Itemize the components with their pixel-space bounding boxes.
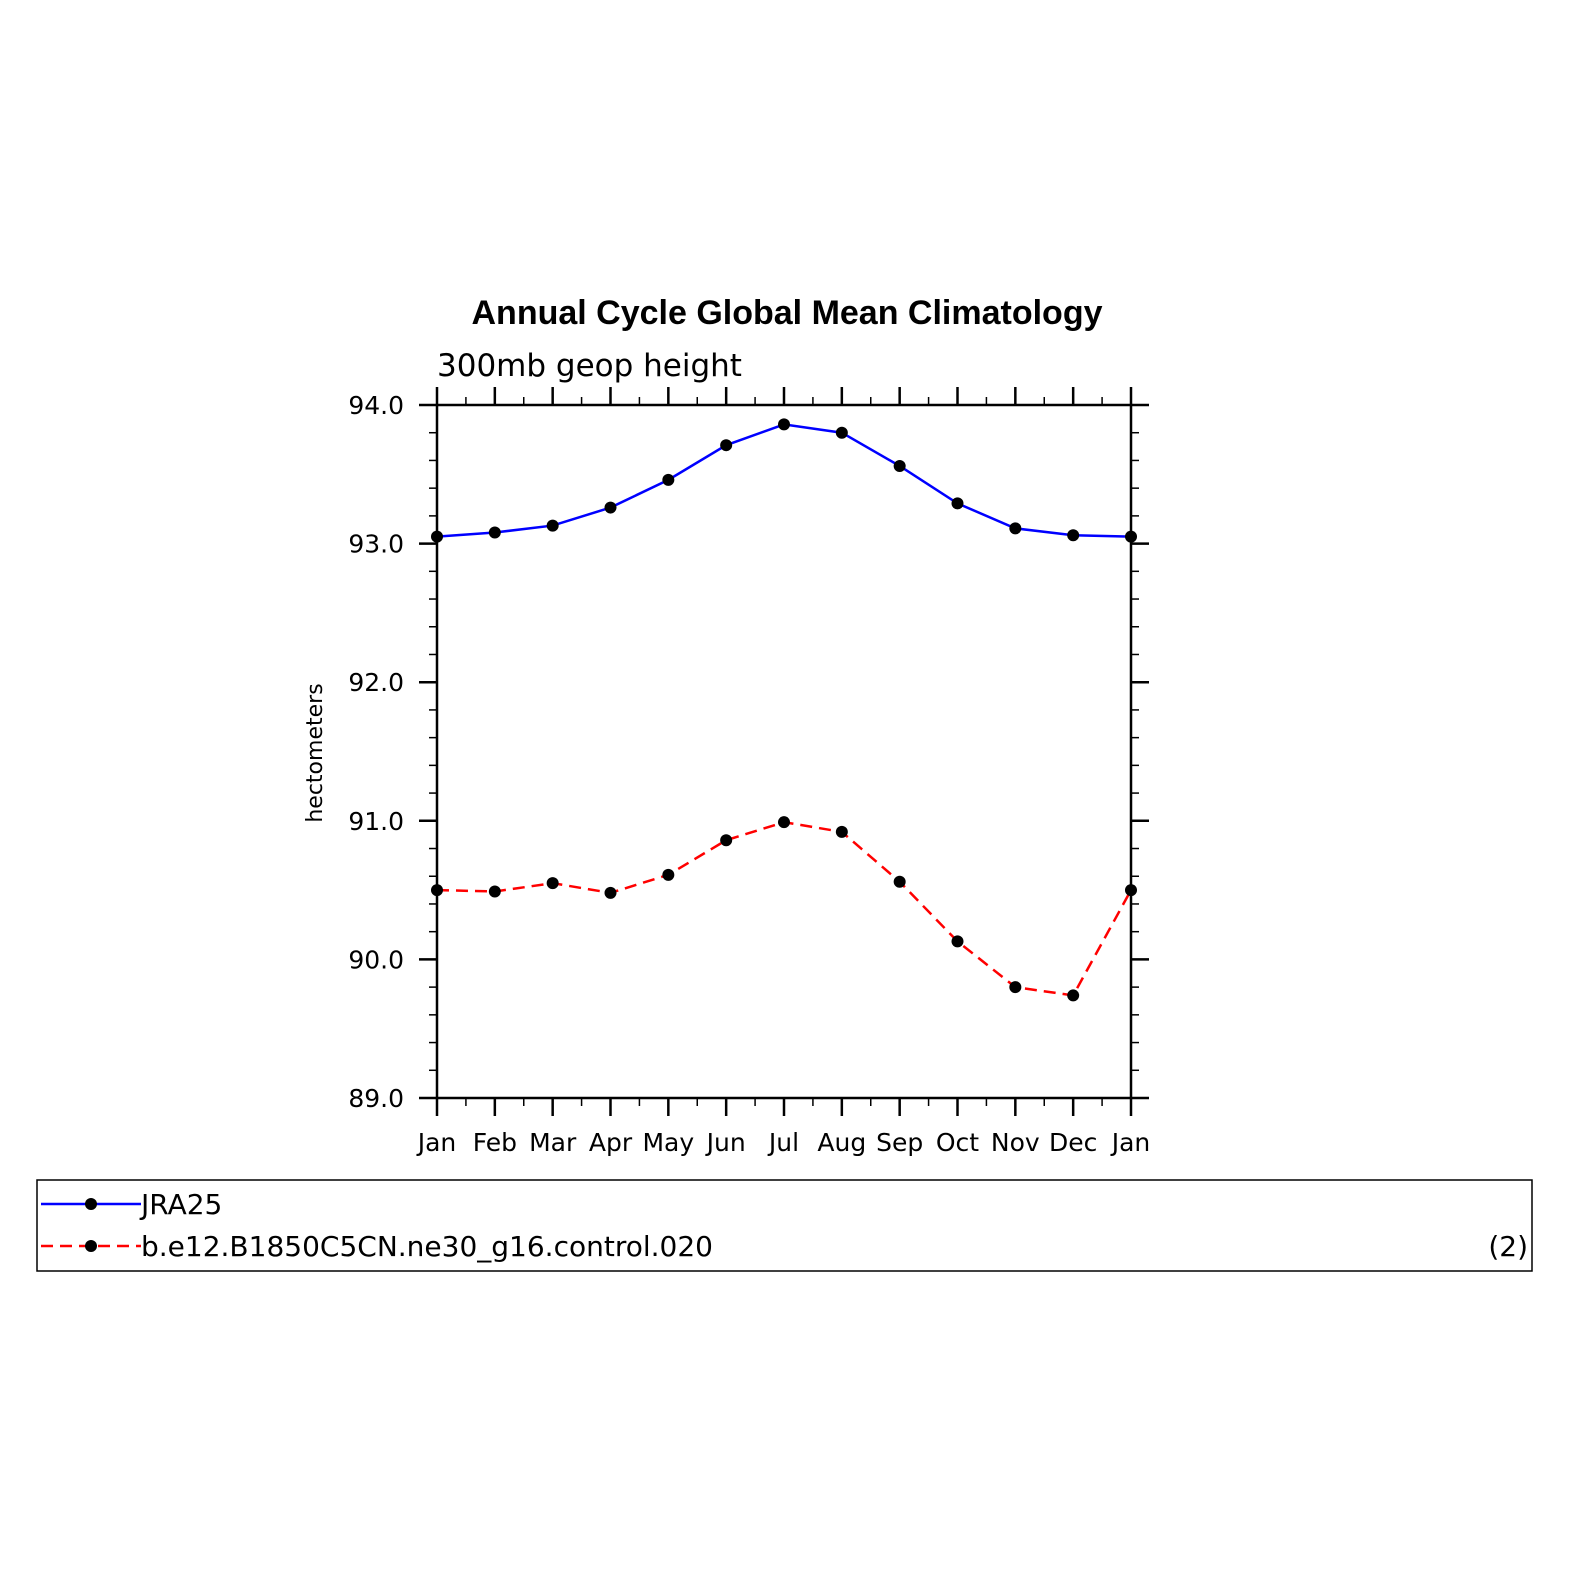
chart-title: Annual Cycle Global Mean Climatology [472,294,1103,332]
data-point [1067,529,1080,542]
data-point [778,816,790,829]
data-point [1125,884,1137,897]
data-point [1009,981,1022,994]
tick-labels: Jan Feb Mar Apr May Jun Jul Aug Sep Oct Nov Dec Jan 8… [348,391,1150,1157]
x-tick-label: Jun [705,1128,746,1157]
data-point [604,886,617,899]
x-tick-label: May [642,1128,694,1157]
y-tick-label: 94.0 [348,391,404,420]
data-point [546,519,559,532]
y-tick-label: 89.0 [348,1084,404,1113]
y-axis-label: hectometers [303,683,328,822]
data-point [835,825,848,838]
legend-marker-1 [85,1198,97,1210]
x-tick-label: Jan [1110,1128,1151,1157]
data-point [488,885,501,898]
data-point [546,877,559,890]
data-point [720,834,733,847]
data-point [488,526,501,539]
data-point [604,501,617,514]
series-layer [431,418,1137,1002]
data-point [893,875,906,888]
data-point [431,884,443,897]
series-line-2 [436,820,1133,997]
data-point [951,497,964,510]
data-point [720,439,733,452]
legend-box [36,1179,1533,1272]
data-point [662,473,675,486]
data-point [893,459,906,472]
y-tick-label: 92.0 [348,668,404,697]
x-tick-label: Jan [416,1128,457,1157]
data-point [1009,522,1022,535]
legend-label-1: JRA25 [139,1188,222,1221]
data-point [1067,989,1080,1002]
tick-marks [419,387,1149,1116]
data-point [835,426,848,439]
y-tick-label: 91.0 [348,807,404,836]
data-point [951,935,964,948]
plot-frame [435,403,1133,1100]
series-line-1 [436,423,1132,538]
data-point [1125,530,1137,543]
x-tick-label: Sep [876,1128,923,1157]
y-tick-label: 90.0 [348,945,404,974]
x-tick-label: Mar [529,1128,577,1157]
data-point [778,418,790,431]
data-point [662,868,675,881]
y-tick-label: 93.0 [348,530,404,559]
x-tick-label: Aug [817,1128,866,1157]
chart-subtitle: 300mb geop height [437,348,742,384]
legend-label-2: b.e12.B1850C5CN.ne30_g16.control.020 [141,1230,713,1263]
data-point [431,530,443,543]
x-tick-label: Dec [1049,1128,1097,1157]
x-tick-label: Oct [936,1128,979,1157]
x-tick-label: Jul [767,1128,799,1157]
x-tick-label: Feb [473,1128,517,1157]
axes [435,403,1133,1100]
legend: JRA25 b.e12.B1850C5CN.ne30_g16.control.02… [41,1188,713,1263]
x-tick-label: Nov [991,1128,1040,1157]
legend-note: (2) [1488,1230,1528,1263]
x-tick-label: Apr [589,1128,633,1157]
legend-marker-2 [85,1240,97,1252]
